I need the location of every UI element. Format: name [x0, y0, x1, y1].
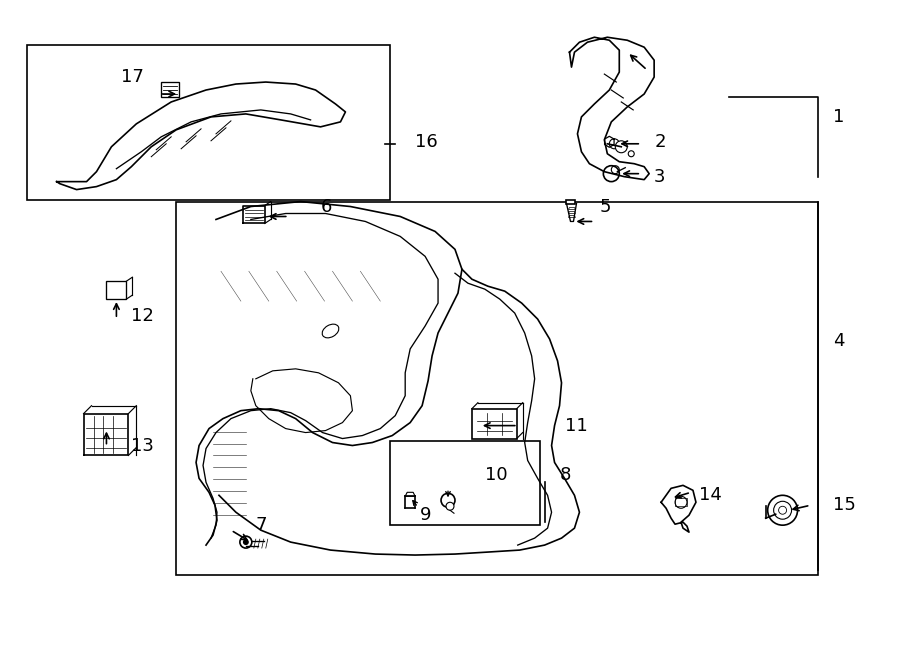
Text: 6: 6 [320, 198, 332, 215]
Circle shape [441, 493, 455, 507]
Text: 13: 13 [131, 436, 154, 455]
Text: 1: 1 [833, 108, 845, 126]
Text: 17: 17 [122, 68, 144, 86]
Bar [106, 281, 126, 299]
Text: 5: 5 [599, 198, 611, 215]
Text: 15: 15 [833, 496, 856, 514]
Bar [675, 498, 687, 506]
Polygon shape [565, 200, 575, 204]
Circle shape [240, 536, 252, 548]
Text: 12: 12 [131, 307, 154, 325]
Text: 16: 16 [415, 133, 438, 151]
Circle shape [616, 141, 627, 153]
Text: 7: 7 [256, 516, 267, 534]
Text: 14: 14 [699, 486, 722, 504]
Bar [27, 45, 391, 200]
Bar [161, 82, 179, 97]
Bar [176, 202, 818, 575]
Text: 4: 4 [833, 332, 845, 350]
Circle shape [243, 539, 248, 545]
Text: 11: 11 [564, 416, 588, 434]
Text: 10: 10 [485, 467, 508, 485]
Text: 2: 2 [654, 133, 666, 151]
Bar [391, 440, 540, 525]
Bar [472, 408, 517, 438]
Text: 8: 8 [560, 467, 571, 485]
Circle shape [446, 502, 454, 510]
Circle shape [768, 495, 797, 525]
Text: 9: 9 [420, 506, 432, 524]
Text: 3: 3 [654, 168, 666, 186]
Circle shape [603, 166, 619, 182]
